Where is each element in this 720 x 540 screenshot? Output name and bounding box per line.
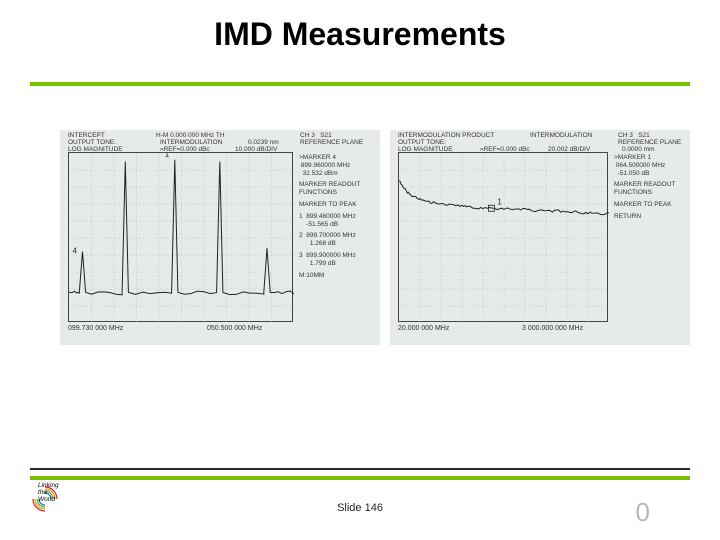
right-xaxis-end: 3 000.000 000 MHz	[522, 325, 583, 332]
divider-bottom-thin	[30, 468, 690, 470]
right-plot-svg: 1	[399, 153, 609, 323]
right-title-right1: INTERMODULATION	[530, 132, 592, 139]
left-title-right2: REFERENCE PLANE	[300, 139, 363, 146]
left-xaxis-start: 099.730 000 MHz	[68, 325, 123, 332]
divider-top-green	[30, 82, 690, 86]
slide: IMD Measurements INTERCEPT OUTPUT TONE: …	[0, 0, 720, 540]
logo-text: Linking the World	[38, 483, 59, 503]
left-side-readout: >MARKER 4 899.960000 MHz 32.532 dBmMARKE…	[299, 154, 378, 283]
svg-text:4: 4	[73, 246, 78, 255]
svg-text:1: 1	[497, 197, 502, 206]
right-side-readout: >MARKER 1 064.500000 MHz -51.050 dBMARKE…	[614, 154, 688, 225]
left-xaxis-end: 050.500 000 MHz	[207, 325, 262, 332]
right-plot-area: 1	[398, 152, 608, 322]
right-title-value: 0.0000 mm	[622, 146, 655, 153]
logo: Linking the World	[30, 480, 80, 520]
svg-text:1: 1	[165, 153, 170, 159]
charts-row: INTERCEPT OUTPUT TONE: H-M 0.000 000 MHz…	[60, 130, 690, 345]
left-plot-area: 41	[68, 152, 293, 322]
slide-title: IMD Measurements	[0, 16, 720, 53]
left-chart-panel: INTERCEPT OUTPUT TONE: H-M 0.000 000 MHz…	[60, 130, 380, 345]
right-xaxis-start: 20.000 000 MHz	[398, 325, 449, 332]
page-zero: 0	[636, 497, 650, 528]
left-plot-svg: 41	[69, 153, 294, 323]
right-chart-panel: INTERMODULATION PRODUCT OUTPUT TONE: INT…	[390, 130, 690, 345]
divider-bottom-green	[30, 476, 690, 480]
slide-number: Slide 146	[0, 502, 720, 514]
